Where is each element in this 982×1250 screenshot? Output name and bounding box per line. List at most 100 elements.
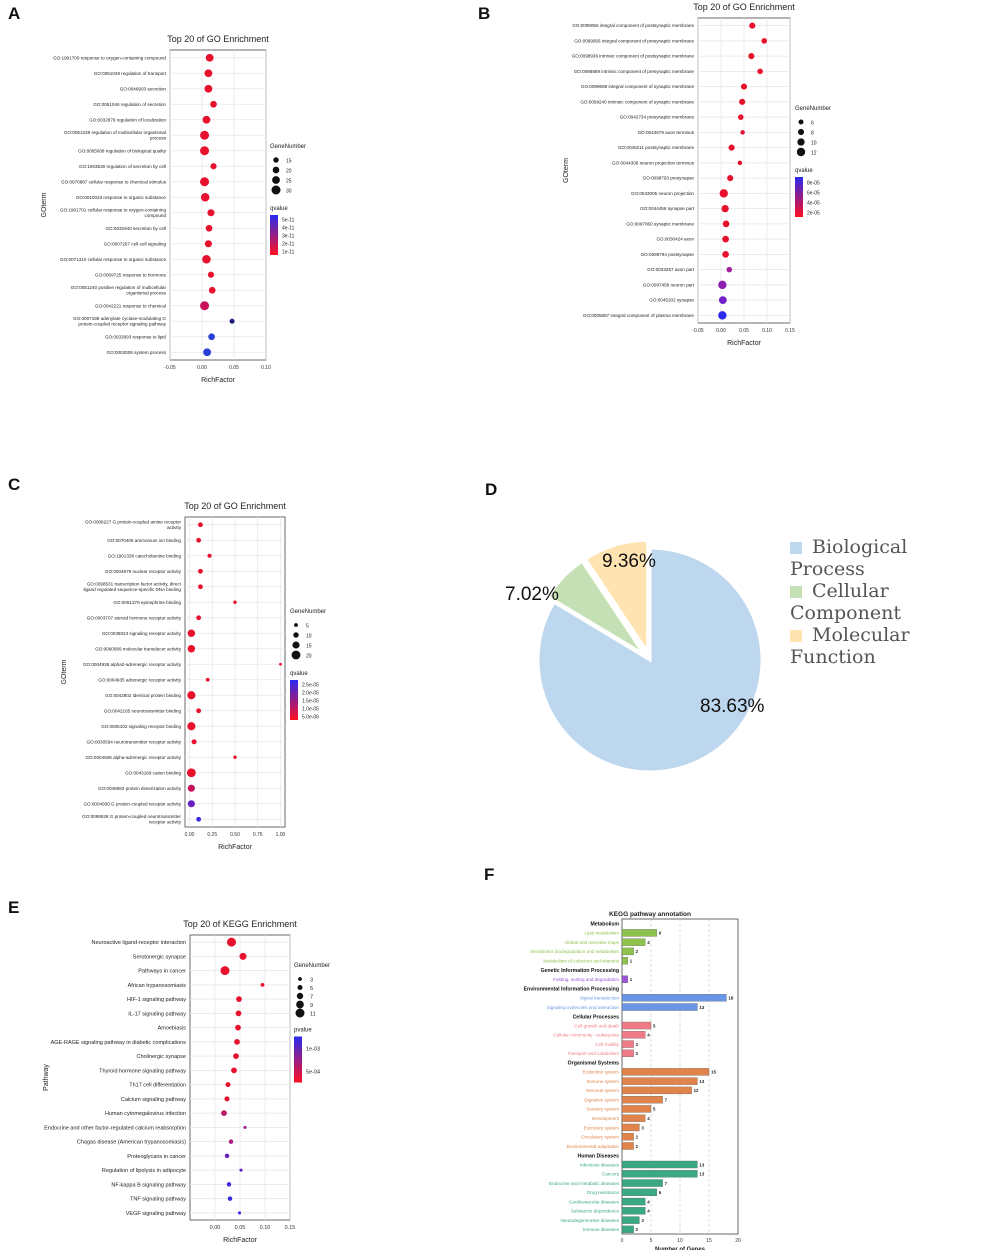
y-term-label: protein-coupled receptor signaling pathw… bbox=[78, 322, 166, 327]
x-tick-label: 15 bbox=[706, 1238, 712, 1244]
bar bbox=[621, 994, 727, 1002]
group-header: Metabolism bbox=[590, 922, 619, 928]
x-tick-label: 1.00 bbox=[276, 832, 286, 838]
bar bbox=[621, 929, 657, 937]
y-term-label: process bbox=[150, 136, 167, 141]
color-legend-label: 2.0e-05 bbox=[302, 691, 319, 697]
color-legend-label: 4e-11 bbox=[282, 226, 295, 232]
color-legend-label: 2.5e-05 bbox=[302, 683, 319, 689]
x-axis-label: RichFactor bbox=[223, 1237, 258, 1244]
data-point bbox=[235, 1024, 241, 1031]
size-legend-label: 9 bbox=[310, 1003, 313, 1009]
y-term-label: GO:0042734 presynaptic membrane bbox=[620, 115, 695, 120]
plot-frame bbox=[169, 49, 267, 361]
y-term-label: TNF signaling pathway bbox=[130, 1197, 186, 1203]
y-term-label: GO:0033993 response to lipid bbox=[105, 334, 166, 339]
y-term-label: GO:0098936 intrinsic component of postsy… bbox=[572, 54, 695, 59]
data-point bbox=[721, 204, 729, 213]
bar-category-label: Excretory system bbox=[584, 1125, 619, 1130]
x-tick-label: 0.00 bbox=[716, 328, 726, 334]
y-term-label: GO:0051239 regulation of multicellular o… bbox=[64, 130, 166, 135]
legend-label-mf: Molecular Function bbox=[790, 624, 910, 668]
size-legend-label: 5 bbox=[306, 624, 309, 630]
bar bbox=[621, 1031, 646, 1039]
data-point bbox=[738, 114, 744, 120]
bar-value-label: 15 bbox=[711, 1070, 716, 1075]
kegg-enrichment-chart-e: Top 20 of KEGG Enrichment 0.00 0.05 0.10 0.1… bbox=[43, 919, 330, 1244]
bar bbox=[621, 1160, 698, 1169]
bar-value-label: 2 bbox=[636, 1051, 639, 1056]
data-point bbox=[200, 177, 210, 187]
y-term-label: GO:0045202 synapse bbox=[649, 298, 694, 303]
pie-svg: 83.63% 7.02% 9.36% bbox=[505, 538, 765, 774]
y-term-label: GO:0042221 response to chemical bbox=[95, 303, 166, 308]
color-legend-label: 5e-04 bbox=[306, 1070, 320, 1076]
size-legend-label: 15 bbox=[286, 159, 292, 165]
data-point bbox=[740, 83, 748, 90]
y-term-label: GO:0033267 axon part bbox=[647, 267, 694, 272]
data-point bbox=[221, 1110, 227, 1116]
bar bbox=[621, 1077, 698, 1085]
size-legend-label: 25 bbox=[286, 179, 292, 185]
size-legend-dot bbox=[294, 623, 298, 627]
x-tick-label: 0.10 bbox=[261, 365, 271, 371]
bar-category-label: Folding, sorting and degradation bbox=[553, 977, 619, 982]
color-legend-title: pvalue bbox=[294, 1028, 312, 1034]
y-term-label: ligand regulated sequence-specific DNA b… bbox=[83, 587, 181, 592]
bar-category-label: Global and overview maps bbox=[565, 940, 620, 945]
bar bbox=[621, 1040, 634, 1048]
y-term-label: Cholinergic synapse bbox=[136, 1054, 186, 1060]
data-point bbox=[260, 982, 265, 987]
y-term-label: GO:0007267 cell-cell signaling bbox=[104, 241, 167, 246]
bar-category-label: Immune system bbox=[587, 1079, 620, 1084]
bar bbox=[621, 1133, 634, 1141]
y-term-label: Calcium signaling pathway bbox=[121, 1097, 186, 1103]
y-term-label: GO:0003008 system process bbox=[107, 350, 167, 355]
bar-value-label: 2 bbox=[636, 949, 639, 954]
y-term-label: Serotonergic synapse bbox=[133, 954, 186, 960]
y-term-label: GO:1901338 catecholamine binding bbox=[108, 553, 182, 558]
bar-category-label: Metabolism of cofactors and vitamins bbox=[543, 958, 619, 963]
y-term-label: GO:0097060 synaptic membrane bbox=[626, 221, 694, 226]
color-legend-label: 1e-03 bbox=[306, 1047, 320, 1053]
data-point bbox=[757, 68, 763, 75]
y-term-label: IL-17 signaling pathway bbox=[128, 1011, 186, 1017]
legend-swatch-cc bbox=[790, 586, 802, 598]
y-term-label: activity bbox=[167, 525, 182, 530]
y-term-label: GO:0044456 synapse part bbox=[640, 206, 695, 211]
color-legend-title: qvalue bbox=[270, 206, 288, 212]
y-term-label: GO:0099699 integral component of synapti… bbox=[581, 84, 695, 89]
color-legend-label: 5e-11 bbox=[282, 218, 295, 224]
chart-title: Top 20 of GO Enrichment bbox=[167, 34, 269, 44]
data-point bbox=[227, 937, 236, 947]
x-tick-label: 10 bbox=[677, 1238, 683, 1244]
bar-value-label: 1 bbox=[630, 977, 633, 982]
bar-value-label: 5 bbox=[653, 1023, 656, 1028]
y-term-label: organismal process bbox=[126, 291, 167, 296]
data-point bbox=[227, 1196, 233, 1201]
data-point bbox=[187, 629, 196, 637]
y-term-label: African trypanosomiasis bbox=[128, 983, 187, 989]
y-term-label: GO:0030594 neurotransmitter receptor act… bbox=[87, 739, 182, 744]
bar-value-label: 4 bbox=[647, 1209, 650, 1214]
color-legend-label: 1.5e-05 bbox=[302, 699, 319, 705]
data-point bbox=[739, 98, 746, 105]
size-legend-label: 30 bbox=[286, 189, 292, 195]
data-point bbox=[728, 144, 735, 151]
size-legend-title: GeneNumber bbox=[290, 609, 326, 615]
bar-category-label: Neurodegenerative diseases bbox=[561, 1218, 620, 1223]
data-point bbox=[226, 1182, 232, 1187]
bar-category-label: Nervous system bbox=[586, 1088, 619, 1093]
y-term-label: Human cytomegalovirus infection bbox=[105, 1111, 186, 1117]
bar-category-label: Endocrine and metabolic diseases bbox=[549, 1181, 620, 1186]
y-axis-label: GOterm bbox=[563, 158, 570, 183]
size-legend-dot bbox=[796, 147, 806, 157]
color-legend-label: 3e-11 bbox=[282, 234, 295, 240]
size-legend-dot bbox=[295, 1008, 305, 1018]
bar-value-label: 2 bbox=[636, 1144, 639, 1149]
panel-label-f: F bbox=[484, 865, 495, 884]
data-point bbox=[187, 722, 196, 731]
color-legend-label: 6e-05 bbox=[807, 191, 820, 197]
data-point bbox=[237, 1211, 242, 1215]
